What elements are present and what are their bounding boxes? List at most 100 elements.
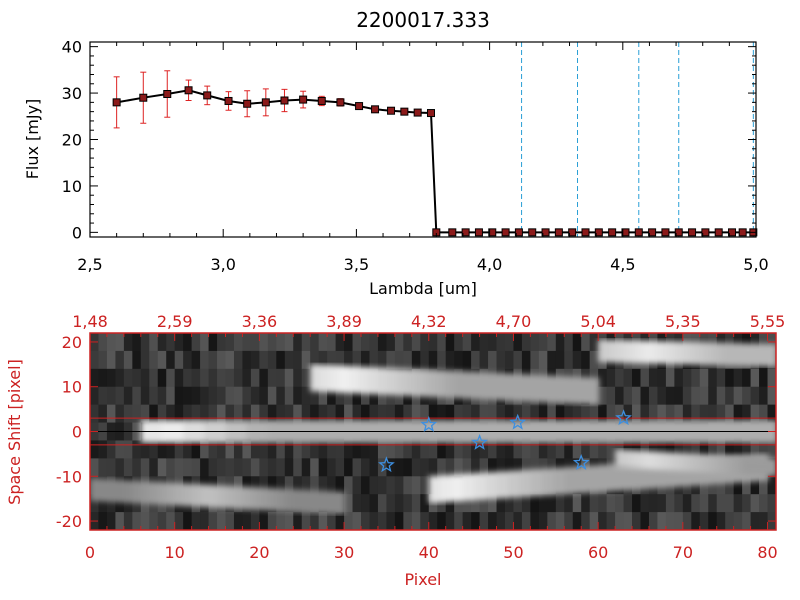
x-axis-ticks: 2,5 3,0 3,5 4,0 4,5 5,0: [77, 42, 769, 274]
trace-segment: [740, 343, 748, 366]
image-pixel: [411, 512, 421, 530]
image-pixel: [132, 368, 142, 388]
image-pixel: [344, 386, 354, 406]
image-pixel: [106, 404, 116, 424]
star-marker: [420, 415, 438, 432]
image-pixel: [682, 494, 692, 513]
image-pixel: [572, 512, 582, 530]
image-pixel: [733, 404, 743, 424]
image-pixel: [462, 404, 472, 424]
image-pixel: [174, 458, 184, 477]
image-pixel: [250, 476, 260, 495]
flux-data-point: [387, 106, 396, 115]
trace-segment: [657, 341, 665, 364]
pixel-axis-ticks: 0 10 20 30 40 50 60 70 80: [85, 522, 778, 562]
image-pixel: [369, 494, 379, 513]
image-pixel: [699, 512, 709, 530]
wavelength-top-label: 4,70: [496, 312, 532, 331]
trace-segment: [758, 343, 766, 367]
image-pixel: [454, 494, 464, 513]
image-pixel: [191, 458, 201, 477]
image-pixel: [479, 440, 489, 459]
trace-segment: [293, 489, 303, 512]
image-pixel: [106, 512, 116, 530]
image-pixel: [369, 333, 379, 352]
trace-segment: [434, 370, 446, 398]
image-pixel: [665, 512, 675, 530]
trace-segment: [569, 376, 580, 404]
x-tick-label: 3,5: [344, 255, 369, 274]
image-pixel: [98, 350, 108, 370]
flux-markers: [112, 86, 758, 237]
image-pixel: [564, 494, 574, 513]
image-pixel: [242, 386, 252, 406]
image-pixel: [284, 386, 294, 406]
trace-segment: [530, 374, 542, 402]
trace-segment: [335, 491, 346, 515]
image-pixel: [208, 386, 218, 406]
trace-segment: [327, 491, 337, 514]
trace-segment: [149, 481, 159, 505]
image-pixel: [276, 404, 286, 424]
image-pixel: [725, 494, 735, 513]
image-pixel: [420, 476, 430, 495]
image-pixel: [699, 386, 709, 406]
flux-data-point: [203, 91, 212, 100]
image-pixel: [530, 494, 540, 513]
x-tick-label: 4,5: [610, 255, 635, 274]
image-pixel: [259, 333, 269, 352]
image-pixel: [496, 512, 506, 530]
image-pixel: [640, 440, 650, 459]
image-pixel: [581, 494, 591, 513]
trace-segment: [633, 340, 641, 364]
image-pixel: [344, 333, 354, 352]
image-pixel: [123, 458, 133, 477]
image-pixel: [327, 350, 337, 370]
trace-segment: [425, 369, 436, 397]
image-pixel: [123, 440, 133, 459]
image-pixel: [479, 458, 489, 477]
space-shift-axis-ticks: -20 -10 0 10 20: [56, 333, 776, 531]
image-pixel: [191, 440, 201, 459]
image-pixel: [598, 404, 608, 424]
image-pixel: [166, 368, 176, 388]
image-pixel: [90, 368, 99, 388]
image-pixel: [310, 350, 320, 370]
image-pixel: [699, 494, 709, 513]
image-pixel: [403, 458, 413, 477]
image-pixel: [725, 368, 735, 388]
image-pixel: [437, 440, 447, 459]
space-shift-tick-label: -20: [56, 512, 82, 531]
image-pixel: [267, 458, 277, 477]
trace-segment: [377, 367, 388, 395]
image-pixel: [437, 494, 447, 513]
image-pixel: [217, 333, 227, 352]
image-pixel: [123, 404, 133, 424]
image-pixel: [733, 386, 743, 406]
image-pixel: [759, 494, 769, 513]
image-pixel: [377, 440, 387, 459]
trace-segment: [598, 464, 611, 492]
image-pixel: [369, 404, 379, 424]
y-tick-label: 30: [62, 84, 82, 103]
image-pixel: [183, 333, 193, 352]
image-pixel: [327, 404, 337, 424]
image-pixel: [411, 476, 421, 495]
image-pixel: [513, 458, 523, 477]
wavelength-top-label: 4,32: [411, 312, 447, 331]
image-pixel: [301, 386, 311, 406]
image-pixel: [284, 350, 294, 370]
image-pixel: [725, 440, 735, 459]
trace-segment: [609, 463, 622, 491]
trace-segment: [473, 472, 487, 500]
image-pixel: [377, 386, 387, 406]
image-pixel: [665, 440, 675, 459]
image-pixel: [208, 350, 218, 370]
trace-segment: [386, 368, 398, 396]
image-pixel: [615, 404, 625, 424]
image-pixel: [394, 350, 404, 370]
image-pixel: [564, 333, 574, 352]
trace-segment: [657, 451, 665, 470]
image-pixel: [377, 512, 387, 530]
image-pixel: [733, 494, 743, 513]
